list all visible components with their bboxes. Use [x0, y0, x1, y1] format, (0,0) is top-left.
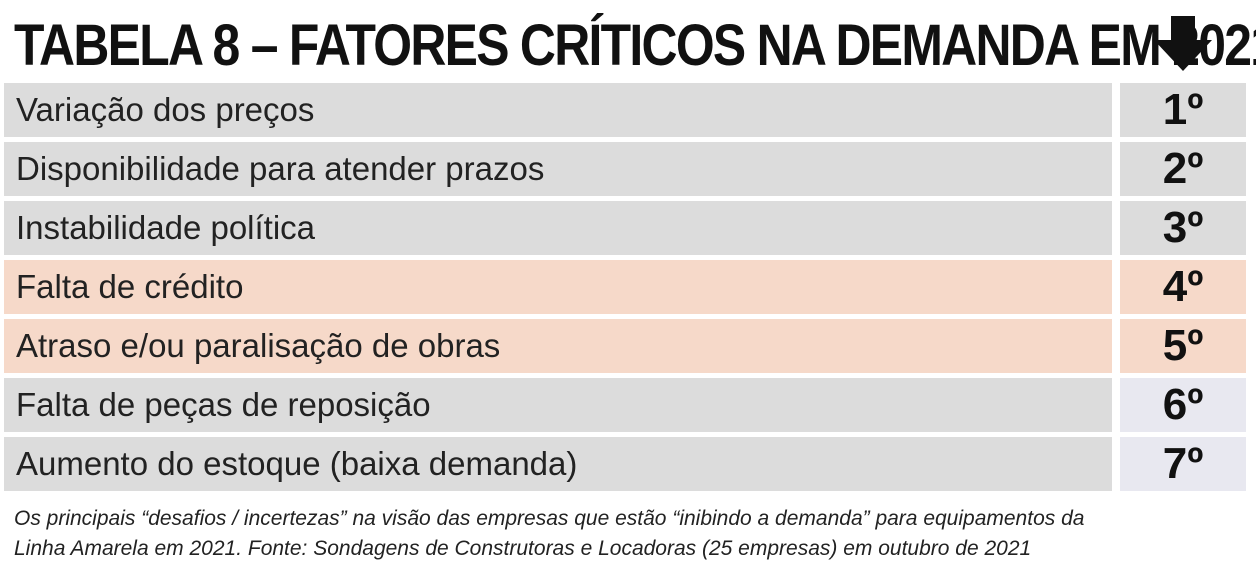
- table-title: TABELA 8 – FATORES CRÍTICOS NA DEMANDA E…: [14, 13, 1256, 78]
- row-label: Variação dos preços: [4, 83, 1112, 137]
- table-footnote: Os principais “desafios / incertezas” na…: [14, 504, 1244, 564]
- row-rank: 2º: [1120, 142, 1246, 196]
- row-label: Falta de crédito: [4, 260, 1112, 314]
- down-arrow-icon: [1154, 16, 1212, 71]
- row-rank: 4º: [1120, 260, 1246, 314]
- footnote-line-2: Linha Amarela em 2021. Fonte: Sondagens …: [14, 537, 1032, 560]
- row-label: Falta de peças de reposição: [4, 378, 1112, 432]
- row-rank: 1º: [1120, 83, 1246, 137]
- row-rank: 3º: [1120, 201, 1246, 255]
- row-rank: 6º: [1120, 378, 1246, 432]
- row-rank: 7º: [1120, 437, 1246, 491]
- row-label: Disponibilidade para atender prazos: [4, 142, 1112, 196]
- row-label: Atraso e/ou paralisação de obras: [4, 319, 1112, 373]
- row-label: Aumento do estoque (baixa demanda): [4, 437, 1112, 491]
- row-label: Instabilidade política: [4, 201, 1112, 255]
- row-rank: 5º: [1120, 319, 1246, 373]
- footnote-line-1: Os principais “desafios / incertezas” na…: [14, 507, 1085, 530]
